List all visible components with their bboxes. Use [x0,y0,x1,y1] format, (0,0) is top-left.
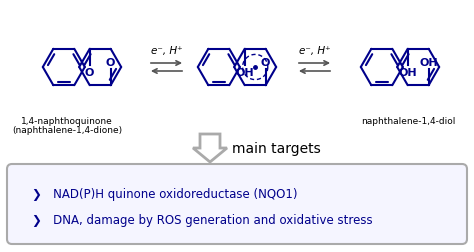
Text: O: O [261,58,270,68]
Text: (naphthalene-1,4-dione): (naphthalene-1,4-dione) [12,125,122,135]
Text: OH: OH [236,68,254,78]
Text: OH: OH [398,68,417,78]
Text: e⁻, H⁺: e⁻, H⁺ [151,46,182,56]
Text: ❯   NAD(P)H quinone oxidoreductase (NQO1): ❯ NAD(P)H quinone oxidoreductase (NQO1) [32,187,298,200]
Text: e⁻, H⁺: e⁻, H⁺ [299,46,330,56]
Text: naphthalene-1,4-diol: naphthalene-1,4-diol [361,116,455,125]
Text: O: O [85,68,94,78]
Text: main targets: main targets [232,141,321,155]
Text: O: O [106,58,115,68]
Text: OH: OH [419,58,438,68]
Text: 1,4-naphthoquinone: 1,4-naphthoquinone [21,116,113,125]
FancyBboxPatch shape [7,164,467,244]
FancyArrow shape [193,135,227,162]
Text: ❯   DNA, damage by ROS generation and oxidative stress: ❯ DNA, damage by ROS generation and oxid… [32,213,373,226]
